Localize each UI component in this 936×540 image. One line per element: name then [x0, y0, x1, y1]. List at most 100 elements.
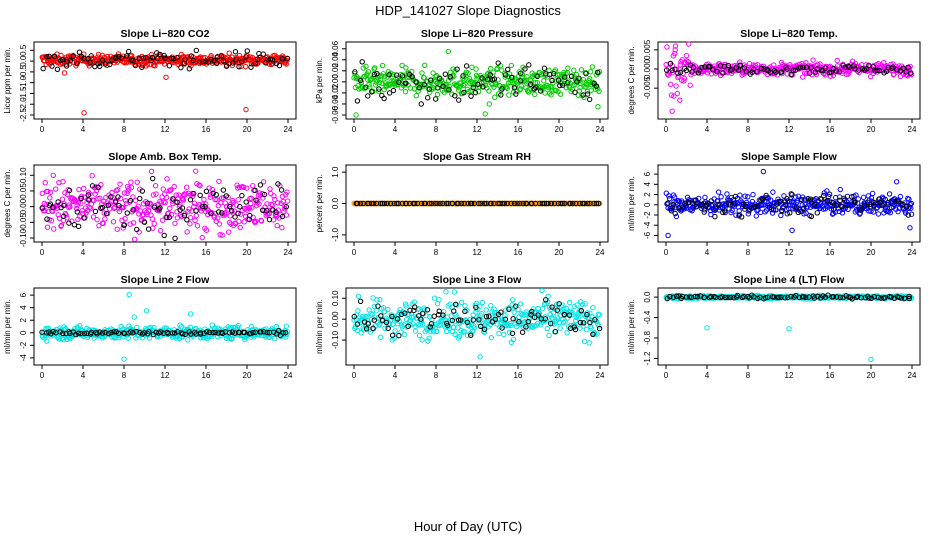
data-point: [416, 85, 422, 91]
data-point: [436, 297, 442, 303]
data-point: [572, 317, 579, 324]
data-point: [473, 304, 479, 311]
data-point: [168, 187, 174, 193]
data-point: [539, 287, 545, 294]
data-point: [203, 227, 210, 233]
data-point: [146, 328, 152, 335]
data-point: [411, 86, 418, 92]
data-points: [351, 200, 603, 207]
data-point: [562, 319, 568, 325]
data-point: [354, 200, 361, 207]
data-point: [743, 68, 749, 75]
data-point: [170, 55, 177, 62]
data-point: [769, 210, 776, 216]
data-point: [145, 226, 152, 232]
data-point: [99, 330, 106, 336]
data-point: [543, 297, 549, 303]
data-point: [188, 63, 194, 69]
data-point: [42, 180, 48, 186]
data-point: [672, 47, 678, 53]
data-point: [551, 200, 558, 207]
data-point: [108, 194, 114, 200]
data-point: [668, 92, 675, 98]
data-point: [127, 198, 134, 204]
data-point: [773, 69, 779, 75]
data-point: [817, 196, 824, 202]
data-point: [786, 326, 792, 332]
data-point: [577, 319, 584, 326]
data-point: [184, 229, 190, 235]
data-point: [376, 86, 382, 92]
data-point: [678, 206, 685, 213]
data-point: [361, 85, 368, 92]
data-point: [381, 73, 388, 80]
data-point: [444, 322, 451, 329]
data-point: [76, 186, 82, 193]
data-point: [368, 200, 375, 207]
data-point: [211, 57, 217, 64]
data-point: [252, 61, 258, 67]
data-point: [729, 66, 735, 73]
y-tick-label: 0.00: [331, 74, 340, 90]
data-point: [250, 183, 256, 189]
data-point: [496, 330, 502, 337]
data-point: [403, 200, 409, 207]
data-point: [50, 172, 56, 178]
data-point: [698, 201, 705, 208]
data-point: [504, 200, 511, 207]
y-tick-label: 0.000: [643, 58, 652, 79]
data-point: [506, 329, 513, 336]
data-point: [483, 313, 490, 320]
data-point: [148, 57, 154, 64]
data-point: [563, 305, 570, 312]
data-point: [78, 330, 84, 337]
data-point: [908, 70, 914, 77]
data-point: [523, 324, 529, 330]
data-points: [39, 291, 291, 362]
data-point: [92, 208, 99, 215]
data-point: [126, 185, 132, 192]
data-points: [663, 292, 915, 363]
y-axis-label: ml/min per min.: [627, 299, 636, 354]
data-point: [736, 67, 742, 73]
x-tick-label: 16: [826, 371, 835, 380]
data-point: [446, 83, 453, 90]
panel-frame: [657, 41, 921, 120]
data-point: [266, 216, 273, 223]
data-point: [870, 209, 877, 215]
data-point: [461, 200, 467, 207]
data-points: [663, 41, 915, 114]
data-point: [434, 200, 440, 207]
data-point: [868, 356, 874, 363]
data-point: [434, 91, 441, 98]
data-point: [269, 57, 276, 63]
data-point: [567, 200, 573, 207]
data-point: [55, 199, 61, 205]
data-point: [750, 191, 756, 198]
data-point: [110, 194, 116, 201]
data-point: [512, 84, 519, 90]
y-axis-label: degrees C per min.: [627, 46, 636, 114]
data-point: [900, 65, 906, 71]
data-point: [201, 330, 207, 337]
data-point: [284, 55, 291, 62]
data-point: [490, 69, 496, 75]
data-point: [365, 93, 371, 99]
data-point: [451, 73, 457, 79]
panel-title: Slope Li−820 CO2: [121, 28, 210, 40]
data-point: [492, 94, 498, 101]
data-point: [851, 198, 857, 204]
data-point: [161, 61, 168, 67]
y-tick-label: 0.06: [331, 40, 340, 56]
data-point: [426, 86, 433, 92]
data-point: [276, 328, 282, 334]
data-point: [866, 62, 872, 69]
data-point: [593, 316, 599, 322]
data-point: [837, 294, 844, 301]
data-point: [447, 74, 454, 80]
data-point: [686, 197, 692, 203]
data-point: [557, 325, 563, 331]
data-point: [829, 199, 835, 206]
data-point: [413, 79, 419, 85]
data-point: [236, 63, 242, 70]
